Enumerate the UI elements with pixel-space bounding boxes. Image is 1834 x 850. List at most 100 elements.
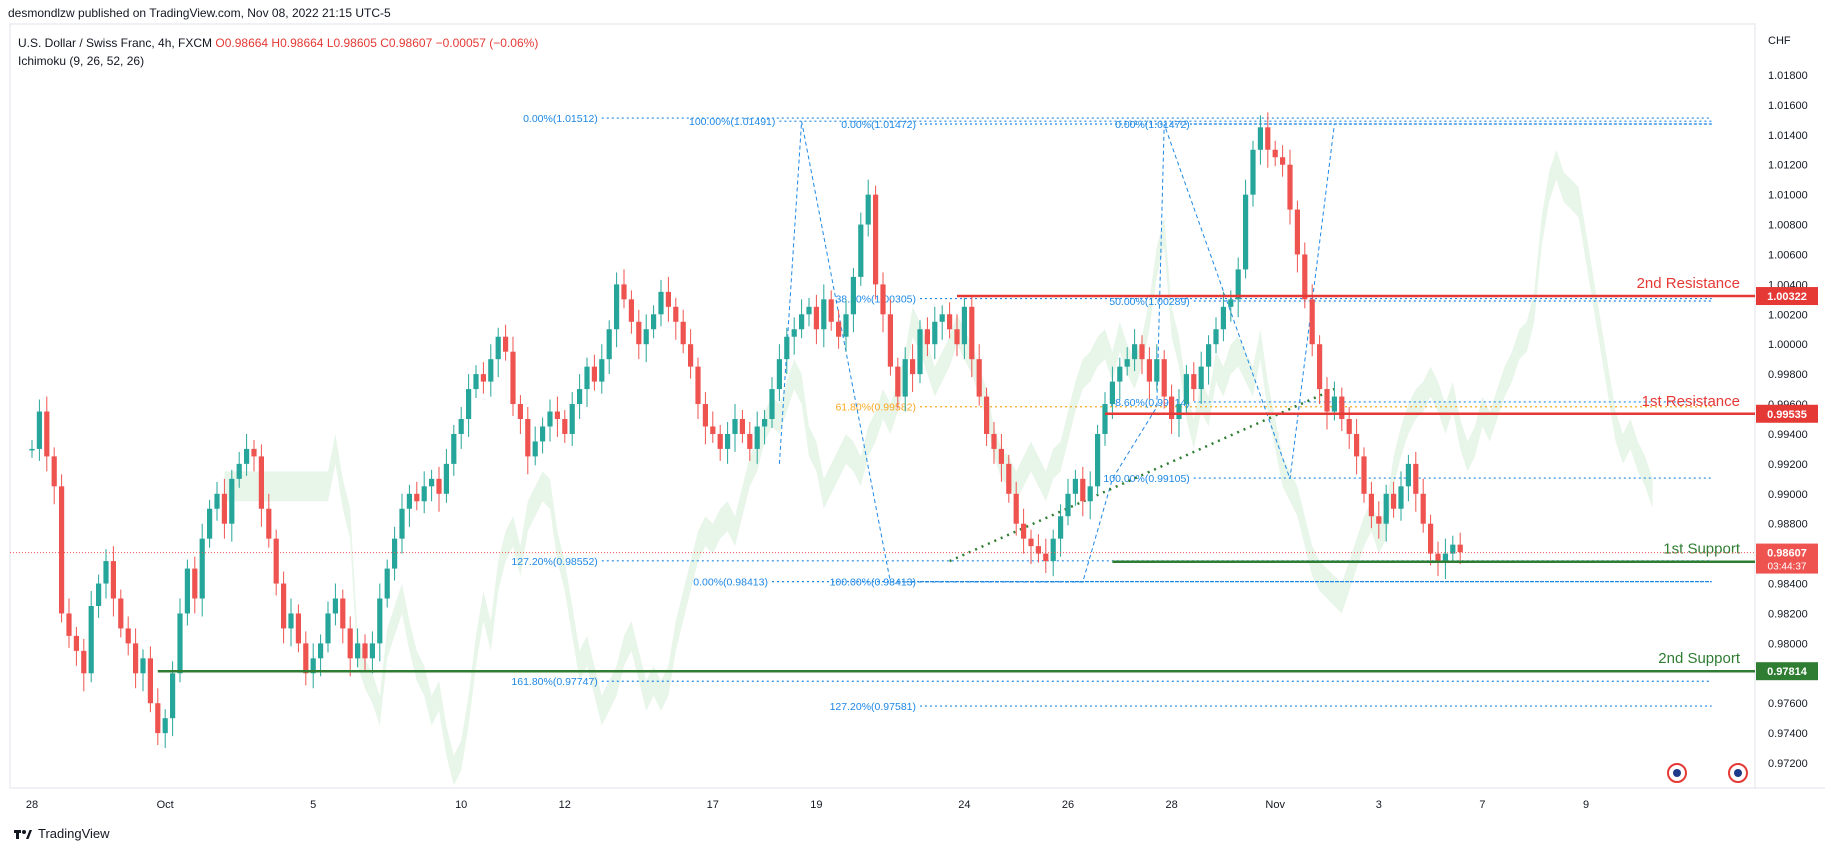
candle-body [155,703,161,734]
candle-body [480,374,486,382]
fib-level-label: 127.20%(0.97581) [830,701,916,713]
candle-body [547,411,553,427]
fib-level-label: 161.80%(0.97747) [511,676,597,688]
candle-body [170,673,176,719]
fib-level-label: 100.00%(0.98413) [830,577,916,589]
candle-body [443,463,449,494]
harmonic-pattern-line [778,121,1335,583]
candle-body [961,306,967,345]
candle-body [466,389,472,419]
bar-countdown: 03:44:37 [1768,562,1807,573]
candle-body [318,643,324,659]
y-tick-label: 0.98400 [1768,579,1808,591]
x-tick-label: 9 [1583,799,1589,811]
candle-body [451,433,457,464]
candle-body [244,448,250,464]
price-tag-value: 0.97814 [1767,666,1808,678]
candle-body [584,366,590,390]
candle-body [969,306,975,360]
candle-body [865,194,871,225]
candle-body [1376,516,1382,524]
candle-body [110,561,116,599]
candle-body [1139,344,1145,360]
ascending-trendline [949,387,1335,563]
candle-body [621,284,627,300]
us-event-flag-dot-icon [1734,769,1742,777]
candle-body [954,329,960,345]
chart-legend: U.S. Dollar / Swiss Franc, 4h, FXCM O0.9… [18,34,538,70]
candle-body [932,321,938,345]
candle-body [81,650,87,674]
candle-body [51,456,57,487]
candle-body [303,643,309,674]
candle-body [436,478,442,494]
candle-body [1058,516,1064,539]
candle-body [332,598,338,614]
candle-body [806,306,812,315]
candle-body [73,635,79,651]
candle-body [399,508,405,539]
candle-body [762,419,768,427]
candle-body [1198,366,1204,390]
candle-body [384,568,390,599]
y-tick-label: 0.99200 [1768,459,1808,471]
candle-body [184,568,190,614]
candle-body [1161,359,1167,397]
candle-body [44,411,50,457]
candle-body [1339,396,1345,419]
candle-body [458,419,464,434]
tradingview-brand[interactable]: TradingView [38,826,110,841]
y-tick-label: 0.99400 [1768,429,1808,441]
candle-body [118,598,124,629]
candle-body [1080,478,1086,502]
candle-body [258,456,264,509]
candle-body [162,718,168,734]
candle-body [1065,493,1071,517]
candle-body [1294,209,1300,255]
candle-body [295,613,301,644]
candle-body [1109,381,1115,405]
x-tick-label: 17 [707,799,719,811]
candle-body [517,404,523,419]
tradingview-logo-icon [14,829,32,839]
candle-body [991,433,997,449]
candle-body [680,321,686,345]
candle-body [133,643,139,674]
y-tick-label: 1.00600 [1768,249,1808,261]
candle-body [614,284,620,330]
price-tag [1756,662,1818,681]
candle-body [769,389,775,419]
candle-body [66,613,72,636]
candle-body [1265,127,1271,150]
candle-body [88,605,94,674]
y-tick-label: 1.00800 [1768,220,1808,232]
currency-label: CHF [1768,35,1791,47]
fib-level-label: 50.00%(1.00289) [1109,296,1190,308]
candle-body [495,336,501,360]
y-tick-label: 0.97600 [1768,698,1808,710]
x-tick-label: 24 [958,799,970,811]
x-tick-label: Oct [157,799,174,811]
candle-body [1420,493,1426,524]
candle-body [207,508,213,539]
candle-body [998,448,1004,464]
x-tick-label: 3 [1376,799,1382,811]
fib-level-label: 0.00%(1.01512) [523,113,598,125]
fib-level-label: 0.00%(1.01472) [841,119,916,131]
candle-body [1213,329,1219,345]
candle-body [577,389,583,405]
candle-body [673,306,679,322]
y-tick-label: 1.00200 [1768,309,1808,321]
candle-body [910,359,916,375]
candle-body [355,643,361,659]
symbol-name[interactable]: U.S. Dollar / Swiss Franc, 4h, FXCM [18,36,213,50]
candle-body [1028,538,1034,547]
candle-body [665,291,671,307]
candle-body [1383,493,1389,524]
candle-body [1035,546,1041,554]
candle-body [488,359,494,382]
candle-body [1235,269,1241,300]
indicator-name[interactable]: Ichimoku (9, 26, 52, 26) [18,54,145,68]
